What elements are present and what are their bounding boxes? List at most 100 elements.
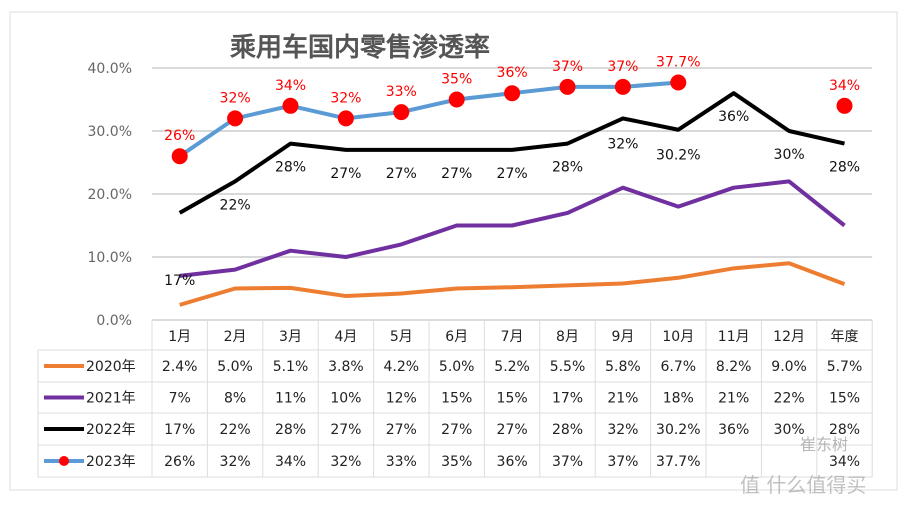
- table-cell: 27%: [497, 422, 528, 438]
- table-cell: 8.2%: [716, 359, 752, 375]
- table-cell: 9.0%: [771, 359, 807, 375]
- data-marker: [504, 85, 521, 102]
- data-label: 34%: [275, 78, 306, 94]
- table-cell: 26%: [164, 454, 195, 470]
- data-label: 22%: [220, 197, 251, 213]
- y-tick-label: 0.0%: [96, 313, 132, 329]
- chart-title: 乘用车国内零售渗透率: [229, 32, 490, 63]
- table-cell: 5.8%: [605, 359, 641, 375]
- x-tick-label: 1月: [168, 329, 191, 345]
- series-line-2022年: [178, 91, 845, 215]
- table-cell: 28%: [552, 422, 583, 438]
- x-tick-label: 年度: [831, 329, 859, 345]
- chart-border: [9, 11, 898, 491]
- data-marker: [282, 97, 299, 114]
- table-cell: 11%: [275, 391, 306, 407]
- table-cell: 4.2%: [384, 359, 420, 375]
- x-tick-label: 3月: [279, 329, 302, 345]
- x-tick-label: 5月: [390, 329, 413, 345]
- table-cell: 35%: [441, 454, 472, 470]
- x-tick-label: 7月: [501, 329, 524, 345]
- table-cell: 15%: [829, 391, 860, 407]
- watermark-site: 值 什么值得买: [740, 473, 866, 497]
- table-cell: 37.7%: [656, 454, 700, 470]
- legend-label: 2021年: [86, 391, 136, 407]
- data-label: 28%: [275, 160, 306, 176]
- data-label: 30%: [774, 147, 805, 163]
- data-label: 17%: [164, 273, 195, 289]
- table-cell: 5.0%: [217, 359, 253, 375]
- x-tick-label: 4月: [334, 329, 357, 345]
- y-tick-label: 40.0%: [88, 61, 132, 77]
- table-cell: 34%: [829, 454, 860, 470]
- x-tick-label: 12月: [773, 329, 805, 345]
- legend-marker: [59, 456, 69, 466]
- data-marker: [559, 78, 576, 95]
- data-label: 34%: [829, 78, 860, 94]
- table-cell: 27%: [386, 422, 417, 438]
- table-cell: 10%: [330, 391, 361, 407]
- data-label: 32%: [220, 90, 251, 106]
- data-label: 27%: [497, 166, 528, 182]
- series-line-2020年: [179, 261, 846, 307]
- data-label: 37.7%: [656, 54, 700, 70]
- table-cell: 30.2%: [656, 422, 700, 438]
- x-tick-label: 11月: [718, 329, 750, 345]
- data-label: 37%: [552, 59, 583, 75]
- data-label: 27%: [330, 166, 361, 182]
- y-tick-label: 20.0%: [88, 187, 132, 203]
- x-tick-label: 9月: [611, 329, 634, 345]
- table-cell: 28%: [829, 422, 860, 438]
- table-cell: 12%: [386, 391, 417, 407]
- data-label: 27%: [386, 166, 417, 182]
- data-marker: [670, 74, 687, 91]
- table-cell: 37%: [552, 454, 583, 470]
- data-label: 28%: [552, 160, 583, 176]
- y-tick-label: 10.0%: [88, 250, 132, 266]
- table-cell: 32%: [607, 422, 638, 438]
- legend-label: 2023年: [86, 454, 136, 470]
- x-tick-label: 2月: [224, 329, 247, 345]
- data-label: 28%: [829, 160, 860, 176]
- table-cell: 37%: [607, 454, 638, 470]
- table-cell: 5.0%: [439, 359, 475, 375]
- data-label: 32%: [330, 90, 361, 106]
- watermark-author: 崔东树: [800, 435, 848, 454]
- data-label: 35%: [441, 72, 472, 88]
- data-label: 37%: [607, 59, 638, 75]
- data-marker: [337, 110, 354, 127]
- data-label: 30.2%: [656, 148, 700, 164]
- table-cell: 21%: [718, 391, 749, 407]
- x-tick-label: 8月: [556, 329, 579, 345]
- table-cell: 17%: [164, 422, 195, 438]
- series-line-2021年: [179, 179, 846, 278]
- data-marker: [171, 148, 188, 165]
- data-marker: [836, 97, 853, 114]
- table-cell: 36%: [718, 422, 749, 438]
- table-cell: 34%: [275, 454, 306, 470]
- legend-label: 2020年: [86, 359, 136, 375]
- data-marker: [448, 91, 465, 108]
- data-label: 33%: [386, 84, 417, 100]
- table-cell: 15%: [441, 391, 472, 407]
- table-cell: 36%: [497, 454, 528, 470]
- x-tick-label: 10月: [662, 329, 694, 345]
- series-line-2023年: [178, 80, 679, 158]
- table-cell: 2.4%: [162, 359, 198, 375]
- legend-label: 2022年: [86, 422, 136, 438]
- data-marker: [393, 104, 410, 121]
- table-cell: 5.1%: [273, 359, 309, 375]
- table-cell: 27%: [441, 422, 472, 438]
- table-cell: 5.5%: [550, 359, 586, 375]
- table-cell: 32%: [330, 454, 361, 470]
- x-tick-label: 6月: [445, 329, 468, 345]
- table-cell: 5.7%: [827, 359, 863, 375]
- data-label: 32%: [607, 136, 638, 152]
- table-cell: 28%: [275, 422, 306, 438]
- data-label: 36%: [497, 65, 528, 81]
- table-cell: 15%: [497, 391, 528, 407]
- table-cell: 33%: [386, 454, 417, 470]
- table-cell: 27%: [330, 422, 361, 438]
- table-cell: 8%: [224, 391, 246, 407]
